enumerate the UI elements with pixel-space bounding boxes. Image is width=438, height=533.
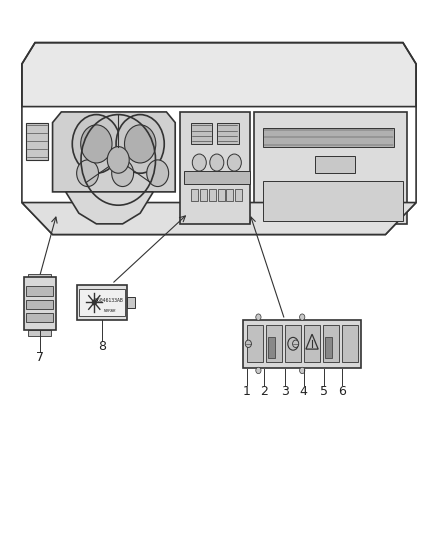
FancyBboxPatch shape	[325, 337, 332, 358]
FancyBboxPatch shape	[127, 297, 135, 308]
Circle shape	[72, 115, 120, 173]
Circle shape	[256, 314, 261, 320]
Polygon shape	[22, 203, 416, 235]
FancyBboxPatch shape	[263, 128, 394, 147]
Circle shape	[245, 340, 251, 348]
FancyBboxPatch shape	[217, 123, 239, 144]
Text: 2: 2	[260, 385, 268, 398]
Circle shape	[256, 367, 261, 374]
FancyBboxPatch shape	[28, 330, 51, 336]
Text: 56046133AB: 56046133AB	[95, 298, 124, 303]
Text: 6: 6	[338, 385, 346, 398]
FancyBboxPatch shape	[268, 337, 275, 358]
FancyBboxPatch shape	[266, 325, 282, 362]
FancyBboxPatch shape	[191, 123, 212, 144]
Circle shape	[92, 300, 96, 305]
Circle shape	[192, 154, 206, 171]
FancyBboxPatch shape	[26, 300, 53, 309]
Text: 3: 3	[281, 385, 289, 398]
Circle shape	[77, 160, 99, 187]
FancyBboxPatch shape	[24, 277, 56, 330]
FancyBboxPatch shape	[28, 274, 51, 280]
FancyBboxPatch shape	[26, 313, 53, 322]
FancyBboxPatch shape	[218, 189, 225, 201]
Text: 8: 8	[98, 340, 106, 353]
Circle shape	[300, 314, 305, 320]
FancyBboxPatch shape	[243, 320, 361, 368]
FancyBboxPatch shape	[26, 123, 48, 160]
Circle shape	[112, 160, 134, 187]
Text: 7: 7	[36, 351, 44, 364]
Polygon shape	[254, 112, 407, 224]
FancyBboxPatch shape	[343, 325, 358, 362]
Text: MOPAR: MOPAR	[103, 309, 116, 313]
FancyBboxPatch shape	[323, 325, 339, 362]
Circle shape	[147, 160, 169, 187]
Polygon shape	[53, 112, 175, 192]
FancyBboxPatch shape	[79, 289, 125, 316]
FancyBboxPatch shape	[26, 286, 53, 296]
Circle shape	[107, 147, 129, 173]
FancyBboxPatch shape	[263, 181, 403, 221]
Text: 5: 5	[320, 385, 328, 398]
Circle shape	[116, 115, 164, 173]
FancyBboxPatch shape	[209, 189, 216, 201]
FancyBboxPatch shape	[304, 325, 320, 362]
FancyBboxPatch shape	[77, 285, 127, 320]
Circle shape	[124, 125, 156, 163]
Circle shape	[81, 125, 112, 163]
Polygon shape	[22, 43, 416, 107]
FancyBboxPatch shape	[191, 189, 198, 201]
FancyBboxPatch shape	[286, 325, 301, 362]
Circle shape	[300, 367, 305, 374]
FancyBboxPatch shape	[315, 156, 355, 173]
Text: 1: 1	[243, 385, 251, 398]
Polygon shape	[66, 192, 153, 224]
Circle shape	[227, 154, 241, 171]
FancyBboxPatch shape	[247, 325, 263, 362]
FancyBboxPatch shape	[184, 171, 250, 184]
FancyBboxPatch shape	[180, 112, 250, 224]
FancyBboxPatch shape	[200, 189, 207, 201]
FancyBboxPatch shape	[226, 189, 233, 201]
FancyBboxPatch shape	[235, 189, 242, 201]
Text: 4: 4	[300, 385, 307, 398]
Circle shape	[210, 154, 224, 171]
Circle shape	[293, 340, 299, 348]
